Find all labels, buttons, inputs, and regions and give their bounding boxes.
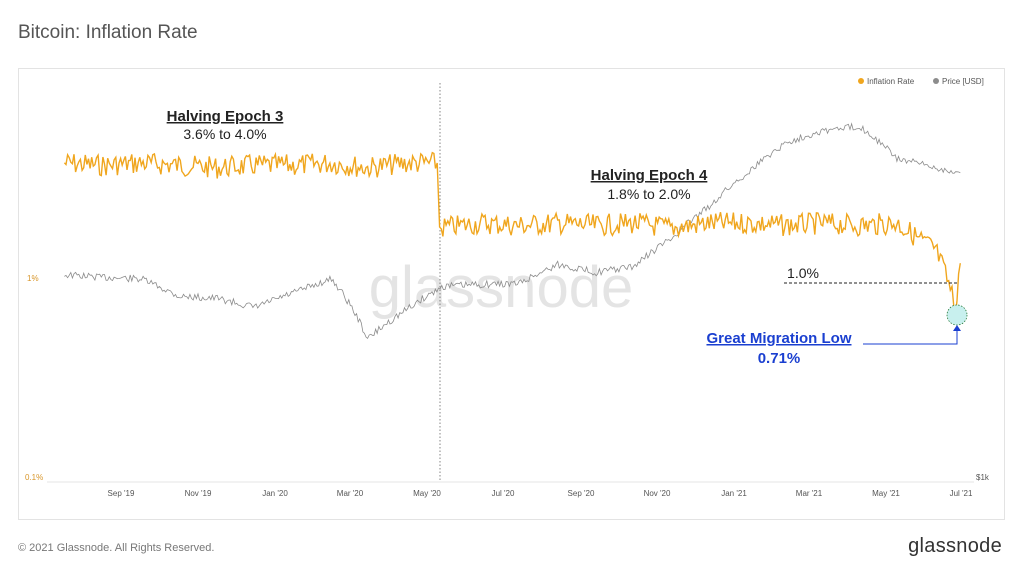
- legend-label-inflation[interactable]: Inflation Rate: [867, 77, 915, 86]
- legend: Inflation Rate Price [USD]: [858, 77, 984, 86]
- x-tick-labels: Sep '19 Nov '19 Jan '20 Mar '20 May '20 …: [108, 489, 973, 498]
- legend-label-price[interactable]: Price [USD]: [942, 77, 984, 86]
- y-tick-label-0.1pct: 0.1%: [25, 473, 43, 482]
- legend-swatch-price: [933, 78, 939, 84]
- x-tick-label: Sep '20: [568, 489, 595, 498]
- x-tick-label: May '21: [872, 489, 900, 498]
- page-title: Bitcoin: Inflation Rate: [18, 22, 198, 43]
- watermark: glassnode: [369, 255, 633, 320]
- chart-card: glassnode Inflation Rate Price [USD] 1% …: [18, 68, 1005, 520]
- annotation-epoch3-title: Halving Epoch 3: [167, 108, 284, 125]
- x-tick-label: Sep '19: [108, 489, 135, 498]
- annotation-migration-low-value: 0.71%: [758, 350, 801, 367]
- annotation-migration-low-title: Great Migration Low: [706, 330, 851, 347]
- x-tick-label: Jul '21: [950, 489, 973, 498]
- x-tick-label: Jul '20: [492, 489, 515, 498]
- y-right-tick-label-1k: $1k: [976, 473, 990, 482]
- legend-swatch-inflation: [858, 78, 864, 84]
- x-tick-label: Nov '19: [185, 489, 212, 498]
- inflation-chart: glassnode Inflation Rate Price [USD] 1% …: [25, 77, 990, 498]
- x-tick-label: Mar '20: [337, 489, 364, 498]
- copyright-text: © 2021 Glassnode. All Rights Reserved.: [18, 542, 215, 554]
- annotation-epoch3-range: 3.6% to 4.0%: [183, 126, 266, 142]
- price-series-line: [64, 122, 961, 340]
- y-tick-label-1pct: 1%: [27, 274, 39, 283]
- inflation-series-line: [63, 151, 961, 317]
- x-tick-label: May '20: [413, 489, 441, 498]
- brand-logo: glassnode: [908, 535, 1002, 557]
- migration-low-arrow: [863, 329, 958, 345]
- migration-low-highlight: [946, 304, 968, 326]
- x-tick-label: Jan '21: [721, 489, 747, 498]
- x-tick-label: Nov '20: [644, 489, 671, 498]
- x-tick-label: Jan '20: [262, 489, 288, 498]
- migration-low-arrowhead: [953, 325, 961, 331]
- annotation-one-pct-label: 1.0%: [787, 265, 819, 281]
- annotation-epoch4-title: Halving Epoch 4: [591, 167, 708, 184]
- x-tick-label: Mar '21: [796, 489, 823, 498]
- annotation-epoch4-range: 1.8% to 2.0%: [607, 186, 690, 202]
